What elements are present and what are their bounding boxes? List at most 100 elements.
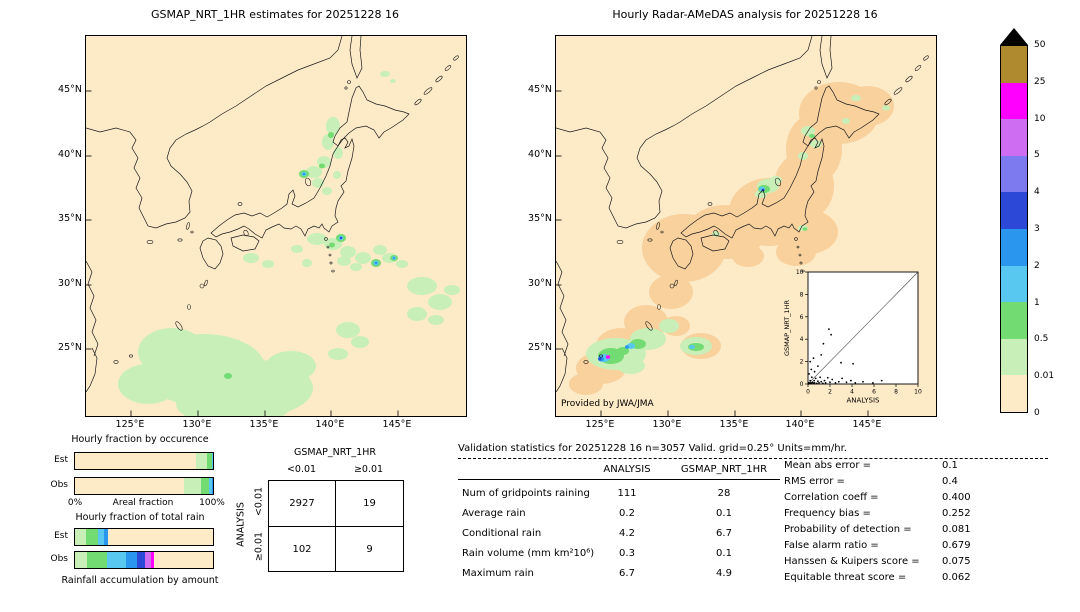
inset-xaxis-label: ANALYSIS <box>846 397 880 405</box>
left-lat-tick-35n: 35°N <box>58 213 82 224</box>
bar-segment <box>208 478 212 494</box>
right-lat-tick-25n: 25°N <box>528 342 552 353</box>
validation-row-label: Num of gridpoints raining <box>462 488 590 499</box>
colorbar-segment <box>1001 46 1027 83</box>
validation-value-gsmap: 28 <box>717 488 731 499</box>
left-lon-tick-140e: 140°E <box>315 419 345 430</box>
colorbar-label-5: 5 <box>1034 150 1040 160</box>
left-lat-tick-45n: 45°N <box>58 84 82 95</box>
bar-segment <box>75 453 197 469</box>
contingency-col-header-lt: <0.01 <box>286 464 317 475</box>
contingency-col-header-ge: ≥0.01 <box>353 464 384 475</box>
colorbar-label-0p01: 0.01 <box>1034 371 1055 381</box>
inset-diagonal-line <box>807 271 919 385</box>
validation-row-label: Maximum rain <box>462 568 534 579</box>
bar-segment <box>108 529 213 545</box>
bar-segment <box>75 552 88 568</box>
bar-segment <box>184 478 201 494</box>
validation-col-gsmap: GSMAP_NRT_1HR <box>680 464 768 475</box>
contingency-cell-11: 9 <box>366 544 373 555</box>
validation-value-analysis: 4.2 <box>619 528 635 539</box>
bar-segment <box>75 478 185 494</box>
left-precip-layer <box>118 71 460 426</box>
left-map-title: GSMAP_NRT_1HR estimates for 20251228 16 <box>150 8 400 21</box>
metric-probability-of-detection: Probability of detection = 0.081 <box>784 524 1052 535</box>
occurrence-chart-title: Hourly fraction by occurence <box>71 434 209 445</box>
colorbar-segment <box>1001 119 1027 156</box>
inset-ytick-10: 10 <box>796 269 804 276</box>
colorbar-segment <box>1001 192 1027 229</box>
inset-xtick-8: 8 <box>894 389 898 396</box>
left-coastline-layer <box>85 35 459 416</box>
total-rain-obs-bar <box>74 551 214 569</box>
total-rain-est-label: Est <box>54 531 68 541</box>
validation-row-label: Rain volume (mm km²10⁶) <box>462 548 595 559</box>
left-map <box>85 35 467 426</box>
inset-ytick-8: 8 <box>800 291 804 298</box>
inset-xtick-0: 0 <box>806 389 810 396</box>
right-lon-tick-140e: 140°E <box>785 419 815 430</box>
bar-segment <box>211 453 213 469</box>
bar-segment <box>153 552 213 568</box>
validation-header-underline <box>458 479 780 480</box>
metric-value: 0.081 <box>942 524 971 535</box>
colorbar-segment <box>1001 375 1027 412</box>
left-lon-tick-135e: 135°E <box>249 419 279 430</box>
metric-label: Equitable threat score = <box>784 572 907 583</box>
bar-segment <box>75 529 87 545</box>
bar-segment <box>145 552 151 568</box>
right-coastline-layer <box>555 35 929 416</box>
right-lon-tick-135e: 135°E <box>719 419 749 430</box>
metric-label: Hanssen & Kuipers score = <box>784 556 920 567</box>
colorbar-label-4: 4 <box>1034 187 1040 197</box>
contingency-cell-10: 102 <box>269 527 336 572</box>
left-map-canvas <box>85 35 460 426</box>
bar-segment <box>86 529 99 545</box>
occurrence-obs-bar <box>74 477 214 495</box>
total-rain-chart-title: Hourly fraction of total rain <box>75 512 205 523</box>
contingency-side-label: ANALYSIS <box>235 502 247 547</box>
metric-label: Frequency bias = <box>784 508 871 519</box>
validation-value-analysis: 0.3 <box>619 548 635 559</box>
metric-correlation-coeff: Correlation coeff = 0.400 <box>784 492 1052 503</box>
inset-ytick-4: 4 <box>800 336 804 343</box>
validation-value-analysis: 0.2 <box>619 508 635 519</box>
inset-scatter-plot: 0 2 4 6 8 10 0 2 4 6 8 10 ANALYSIS GSMAP… <box>783 269 922 405</box>
metric-value: 0.400 <box>942 492 971 503</box>
bar-segment <box>207 453 212 469</box>
metric-label: Mean abs error = <box>784 460 872 471</box>
contingency-title: GSMAP_NRT_1HR <box>294 447 376 458</box>
inset-axis-ticks <box>805 271 919 387</box>
validation-value-gsmap: 0.1 <box>716 508 732 519</box>
total-rain-est-bar <box>74 528 214 546</box>
colorbar-label-50: 50 <box>1034 40 1046 50</box>
inset-xtick-2: 2 <box>828 389 832 396</box>
colorbar-segment <box>1001 338 1027 376</box>
bar-segment <box>87 552 107 568</box>
metric-value: 0.1 <box>942 460 958 471</box>
bar-segment <box>106 552 127 568</box>
occurrence-obs-label: Obs <box>50 480 69 490</box>
left-lat-tick-40n: 40°N <box>58 149 82 160</box>
inset-yaxis-label: GSMAP_NRT_1HR <box>783 299 791 356</box>
occurrence-axis-min: 0% <box>67 498 83 508</box>
validation-title-separator <box>458 458 1048 459</box>
inset-ytick-6: 6 <box>800 314 804 321</box>
right-map-canvas: 0 2 4 6 8 10 0 2 4 6 8 10 ANALYSIS GSMAP… <box>555 35 929 416</box>
right-lat-tick-40n: 40°N <box>528 149 552 160</box>
metric-hanssen-kuipers: Hanssen & Kuipers score = 0.075 <box>784 556 1052 567</box>
bar-segment <box>150 552 154 568</box>
metric-frequency-bias: Frequency bias = 0.252 <box>784 508 1052 519</box>
metric-value: 0.062 <box>942 572 971 583</box>
left-lat-tick-25n: 25°N <box>58 342 82 353</box>
colorbar-label-2: 2 <box>1034 261 1040 271</box>
validation-row-label: Conditional rain <box>462 528 542 539</box>
metric-mean-abs-error: Mean abs error = 0.1 <box>784 460 1052 471</box>
contingency-row-header-ge: ≥0.01 <box>253 531 265 562</box>
bar-segment <box>211 478 213 494</box>
contingency-cell-00: 2927 <box>269 481 336 527</box>
metric-rms-error: RMS error = 0.4 <box>784 476 1052 487</box>
metric-label: Probability of detection = <box>784 524 912 535</box>
right-map-title: Hourly Radar-AMeDAS analysis for 2025122… <box>612 8 878 21</box>
